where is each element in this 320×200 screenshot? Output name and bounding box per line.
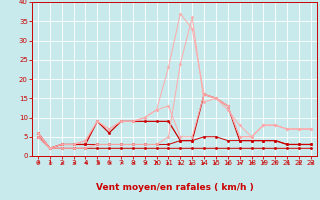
X-axis label: Vent moyen/en rafales ( km/h ): Vent moyen/en rafales ( km/h ) (96, 183, 253, 192)
